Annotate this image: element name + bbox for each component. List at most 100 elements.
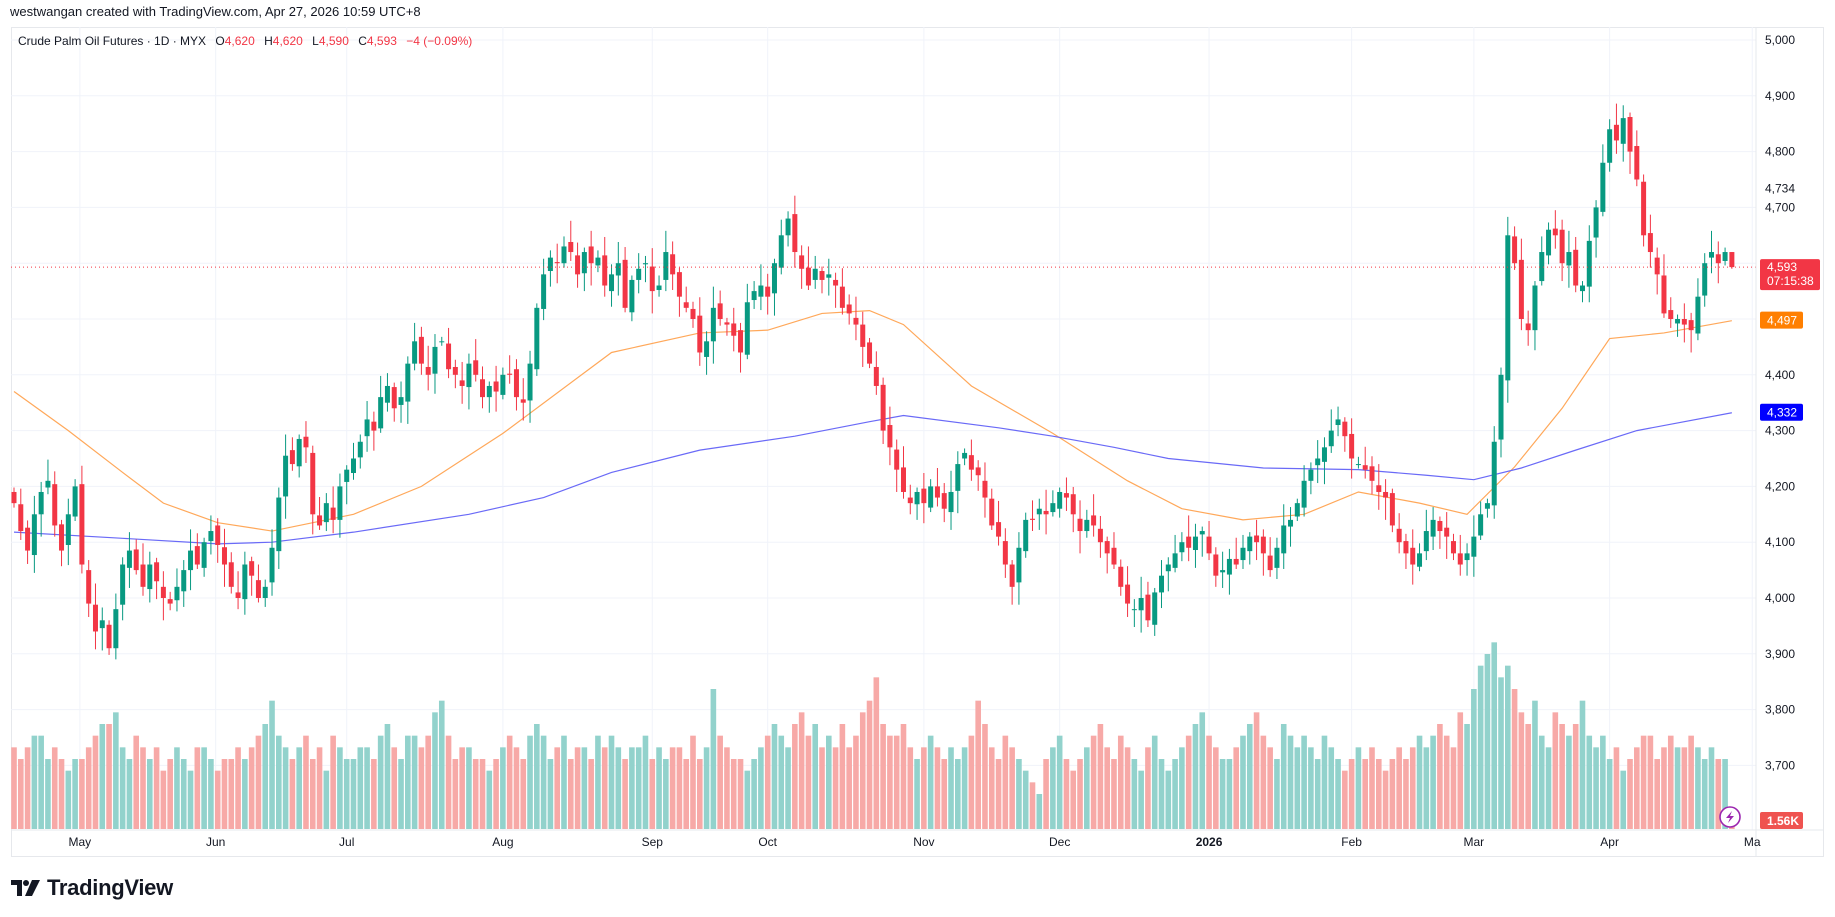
candle-body: [201, 542, 207, 568]
volume-bar: [425, 735, 431, 829]
volume-bar: [323, 770, 330, 829]
candle-body: [534, 307, 540, 370]
volume-bar: [669, 747, 676, 829]
volume-bar: [859, 712, 866, 829]
candle-body: [663, 252, 669, 280]
volume-bar: [826, 735, 832, 829]
price-axis[interactable]: 5,000 4,900 4,800 4,734 4,700 4,400 4,300 4,200…: [1765, 33, 1795, 772]
time-axis[interactable]: May Jun Jul Aug Sep Oct Nov Dec 2026 Feb Mar Apr Ma: [69, 835, 1761, 849]
candle-body: [1009, 564, 1015, 587]
price-tick-label: 4,200: [1765, 479, 1795, 493]
volume-bar: [1151, 735, 1158, 829]
candle-body: [1084, 519, 1090, 532]
volume-bar: [1192, 724, 1199, 829]
volume-bar: [445, 735, 452, 829]
current-price-label-bg: [1760, 259, 1820, 291]
volume-bar: [106, 724, 112, 829]
volume-bar: [601, 747, 608, 829]
close-label: C: [358, 34, 367, 48]
volume-bar: [676, 747, 683, 829]
volume-bar: [1674, 747, 1681, 829]
candle-body: [914, 491, 920, 505]
price-tick-label: 4,700: [1765, 200, 1795, 214]
volume-bar: [534, 724, 540, 829]
open-label: O: [215, 34, 225, 48]
volume-bar: [819, 747, 825, 829]
volume-bar: [588, 759, 594, 829]
candle-body: [894, 449, 900, 470]
volume-bar: [1708, 747, 1715, 829]
volume-bar: [907, 747, 914, 829]
candle-body: [25, 527, 31, 551]
volume-label-bg: [1760, 812, 1803, 829]
candle-body: [1057, 491, 1063, 509]
volume-bar: [1518, 712, 1525, 829]
volume-bar: [554, 747, 560, 829]
volume-bar: [1185, 735, 1192, 829]
ma-fast-line: [13, 310, 1732, 532]
volume-bar: [289, 759, 296, 829]
candle-body: [1410, 547, 1416, 565]
volume-bar: [282, 747, 289, 829]
volume-bar: [24, 747, 31, 829]
candle-body: [1131, 609, 1137, 611]
volume-bar: [1213, 747, 1219, 829]
candle-body: [717, 303, 723, 319]
volume-bar: [1301, 735, 1307, 829]
ma-fast-label-bg: [1760, 311, 1803, 329]
candle-body: [276, 497, 282, 552]
tradingview-logo[interactable]: TradingView: [11, 875, 173, 901]
candle-body: [1145, 594, 1151, 621]
candle-body: [1342, 421, 1348, 437]
volume-bar: [595, 735, 601, 829]
volume-bar: [126, 759, 133, 829]
candle-body: [1362, 465, 1368, 470]
lightning-icon[interactable]: [1719, 806, 1741, 828]
volume-bar: [1471, 689, 1477, 829]
volume-bar: [1627, 759, 1633, 829]
volume-bar: [1443, 735, 1450, 829]
volume-bar: [1498, 677, 1504, 829]
candle-body: [568, 241, 574, 253]
volume-bar: [316, 747, 323, 829]
candle-body: [1634, 146, 1640, 180]
candle-body: [167, 599, 173, 604]
candle-body: [262, 586, 268, 598]
candle-body: [344, 469, 350, 482]
volume-bar: [1593, 747, 1599, 829]
volume-bar: [1545, 747, 1552, 829]
candle-body: [79, 484, 85, 565]
volume-bar: [1056, 735, 1063, 829]
symbol-title[interactable]: Crude Palm Oil Futures · 1D · MYX: [18, 34, 207, 48]
candle-body: [1722, 252, 1728, 261]
candle-body: [1546, 229, 1552, 256]
candle-body: [1016, 547, 1022, 583]
candle-body: [1532, 285, 1538, 331]
candle-body: [948, 491, 954, 513]
volume-bar: [1491, 642, 1498, 829]
volume-bar: [622, 759, 628, 829]
volume-bar: [805, 735, 812, 829]
volume-bar: [1009, 747, 1015, 829]
volume-bar: [38, 735, 44, 829]
volume-bar: [1321, 735, 1328, 829]
volume-bar: [309, 759, 316, 829]
candle-body: [120, 564, 126, 605]
volume-bar: [948, 747, 954, 829]
volume-bar: [608, 735, 615, 829]
volume-bars: [11, 642, 1735, 829]
volume-bar: [1246, 724, 1253, 829]
volume-bar: [1681, 747, 1688, 829]
price-tick-label: 4,000: [1765, 591, 1795, 605]
current-price-label: 4,593: [1767, 260, 1797, 274]
volume-bar: [1559, 724, 1565, 829]
volume-bar: [1084, 747, 1090, 829]
volume-bar: [853, 735, 859, 829]
volume-bar: [194, 747, 201, 829]
candle-body: [425, 366, 431, 375]
volume-bar: [1511, 689, 1518, 829]
candle-body: [357, 441, 363, 458]
volume-bar: [343, 759, 350, 829]
candle-body: [446, 343, 452, 370]
